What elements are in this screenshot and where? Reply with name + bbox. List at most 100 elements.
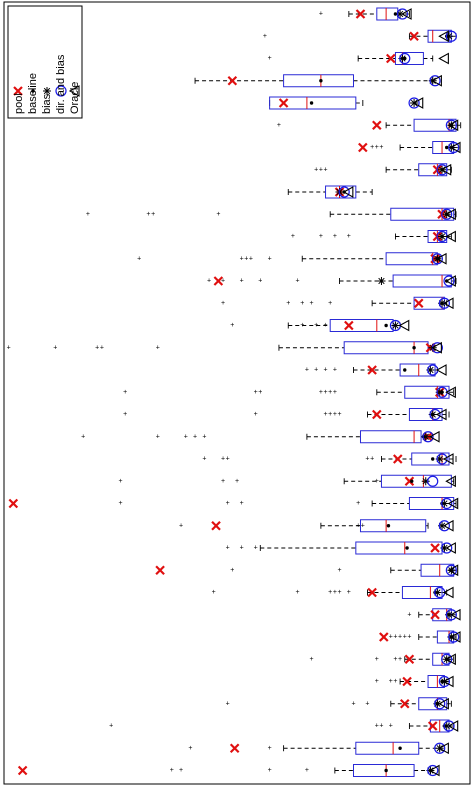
dir-and-bias-marker — [438, 297, 450, 309]
outlier-point: + — [221, 456, 225, 463]
boxplot-row: + + + + + + — [123, 408, 450, 421]
pool-marker — [367, 587, 377, 598]
pool-marker-stroke-b — [355, 9, 366, 19]
outlier-point: + — [323, 322, 327, 329]
pool-marker-stroke-b — [404, 476, 415, 487]
oracle-marker — [342, 186, 354, 198]
pool-marker-stroke-b — [427, 721, 438, 731]
outlier-point: + — [314, 322, 318, 329]
pool-marker — [392, 454, 403, 464]
pool-marker — [409, 31, 419, 42]
pool-marker — [386, 53, 396, 64]
outlier-point: + — [151, 211, 155, 218]
legend-label-bias: bias — [41, 93, 53, 114]
pool-marker — [17, 765, 28, 776]
outlier-point: + — [407, 611, 411, 618]
legend-label-dir-and-bias: dir. and bias — [55, 54, 67, 114]
oracle-marker — [445, 230, 456, 243]
outlier-point: + — [337, 567, 341, 574]
oracle-marker — [428, 430, 440, 443]
iqr-box — [401, 586, 443, 599]
outlier-point: + — [221, 300, 225, 307]
oracle-marker — [447, 119, 459, 132]
iqr-box — [411, 452, 450, 466]
boxplot-row: + + + — [179, 519, 454, 533]
pool-marker — [402, 676, 412, 687]
outlier-point: + — [323, 166, 327, 173]
pool-marker — [367, 365, 377, 375]
boxplot-row: + + + + — [86, 207, 457, 221]
bias-marker-ray — [448, 567, 455, 574]
dir-and-bias-marker — [438, 675, 450, 688]
outlier-point: + — [328, 411, 332, 418]
dir-and-bias-marker — [436, 453, 448, 465]
pool-marker — [399, 698, 410, 709]
outlier-point: + — [356, 500, 360, 507]
pool-marker — [344, 320, 354, 331]
iqr-box — [390, 207, 455, 221]
pool-marker-stroke-b — [430, 543, 440, 553]
pool-marker-stroke-b — [392, 454, 403, 464]
outlier-point: + — [356, 522, 360, 529]
boxplot-row: + — [277, 118, 462, 132]
legend-markers — [13, 85, 80, 97]
legend-label-baseline: baseline — [27, 73, 39, 114]
outlier-point: + — [389, 723, 393, 730]
dir-and-bias-marker — [441, 653, 453, 665]
legend-marker-oracle — [68, 85, 80, 97]
legend-label-oracle: Oracle — [69, 82, 81, 114]
outlier-point: + — [268, 255, 272, 262]
outlier-point: + — [375, 656, 379, 663]
boxplot-row: + + + + — [230, 319, 410, 332]
baseline-marker — [319, 79, 323, 83]
pool-marker — [355, 9, 366, 19]
outlier-point: + — [137, 255, 141, 262]
pool-marker — [211, 520, 221, 531]
outlier-point: + — [207, 278, 211, 285]
iqr-box — [355, 541, 443, 555]
boxplot-row: + — [268, 52, 449, 65]
boxplot-row: + + + + — [109, 719, 459, 733]
outlier-point: + — [375, 478, 379, 485]
iqr-box — [385, 252, 438, 266]
outlier-point: + — [221, 278, 225, 285]
outlier-point: + — [319, 166, 323, 173]
outlier-point: + — [305, 767, 309, 774]
outlier-point: + — [393, 634, 397, 641]
dir-and-bias-marker — [436, 164, 448, 176]
baseline-marker — [398, 746, 402, 750]
oracle-marker — [438, 697, 449, 710]
pool-marker-stroke-b — [399, 698, 410, 709]
bias-marker-ray — [378, 277, 385, 285]
outlier-point: + — [156, 433, 160, 440]
outlier-point: + — [123, 411, 127, 418]
outlier-point: + — [216, 211, 220, 218]
iqr-box — [399, 363, 436, 377]
oracle-marker — [438, 30, 449, 43]
boxplot-row: + + — [155, 563, 459, 577]
outlier-point: + — [337, 411, 341, 418]
oracle-marker — [442, 453, 454, 465]
outlier-point: + — [100, 344, 104, 351]
dir-and-bias-marker — [441, 497, 453, 510]
oracle-marker — [449, 631, 461, 643]
oracle-marker — [442, 675, 454, 688]
outlier-point: + — [328, 589, 332, 596]
pool-marker-stroke-b — [17, 765, 28, 776]
outlier-point: + — [184, 433, 188, 440]
legend-marker-pool-stroke-b — [13, 86, 23, 96]
outlier-point: + — [240, 255, 244, 262]
outlier-point: + — [170, 767, 174, 774]
iqr-box — [394, 52, 424, 65]
pool-marker — [379, 632, 389, 642]
outlier-point: + — [263, 33, 267, 40]
bias-marker — [447, 121, 456, 130]
bias-marker-ray — [392, 322, 399, 329]
dir-and-bias-marker — [441, 542, 453, 554]
boxplot-row: + + + + + — [202, 452, 457, 466]
boxplot-row: + + + — [375, 675, 454, 688]
dir-and-bias-marker — [441, 208, 453, 220]
legend-marker-bias — [43, 87, 51, 95]
iqr-box — [392, 274, 452, 288]
pool-marker-stroke-b — [430, 609, 440, 620]
